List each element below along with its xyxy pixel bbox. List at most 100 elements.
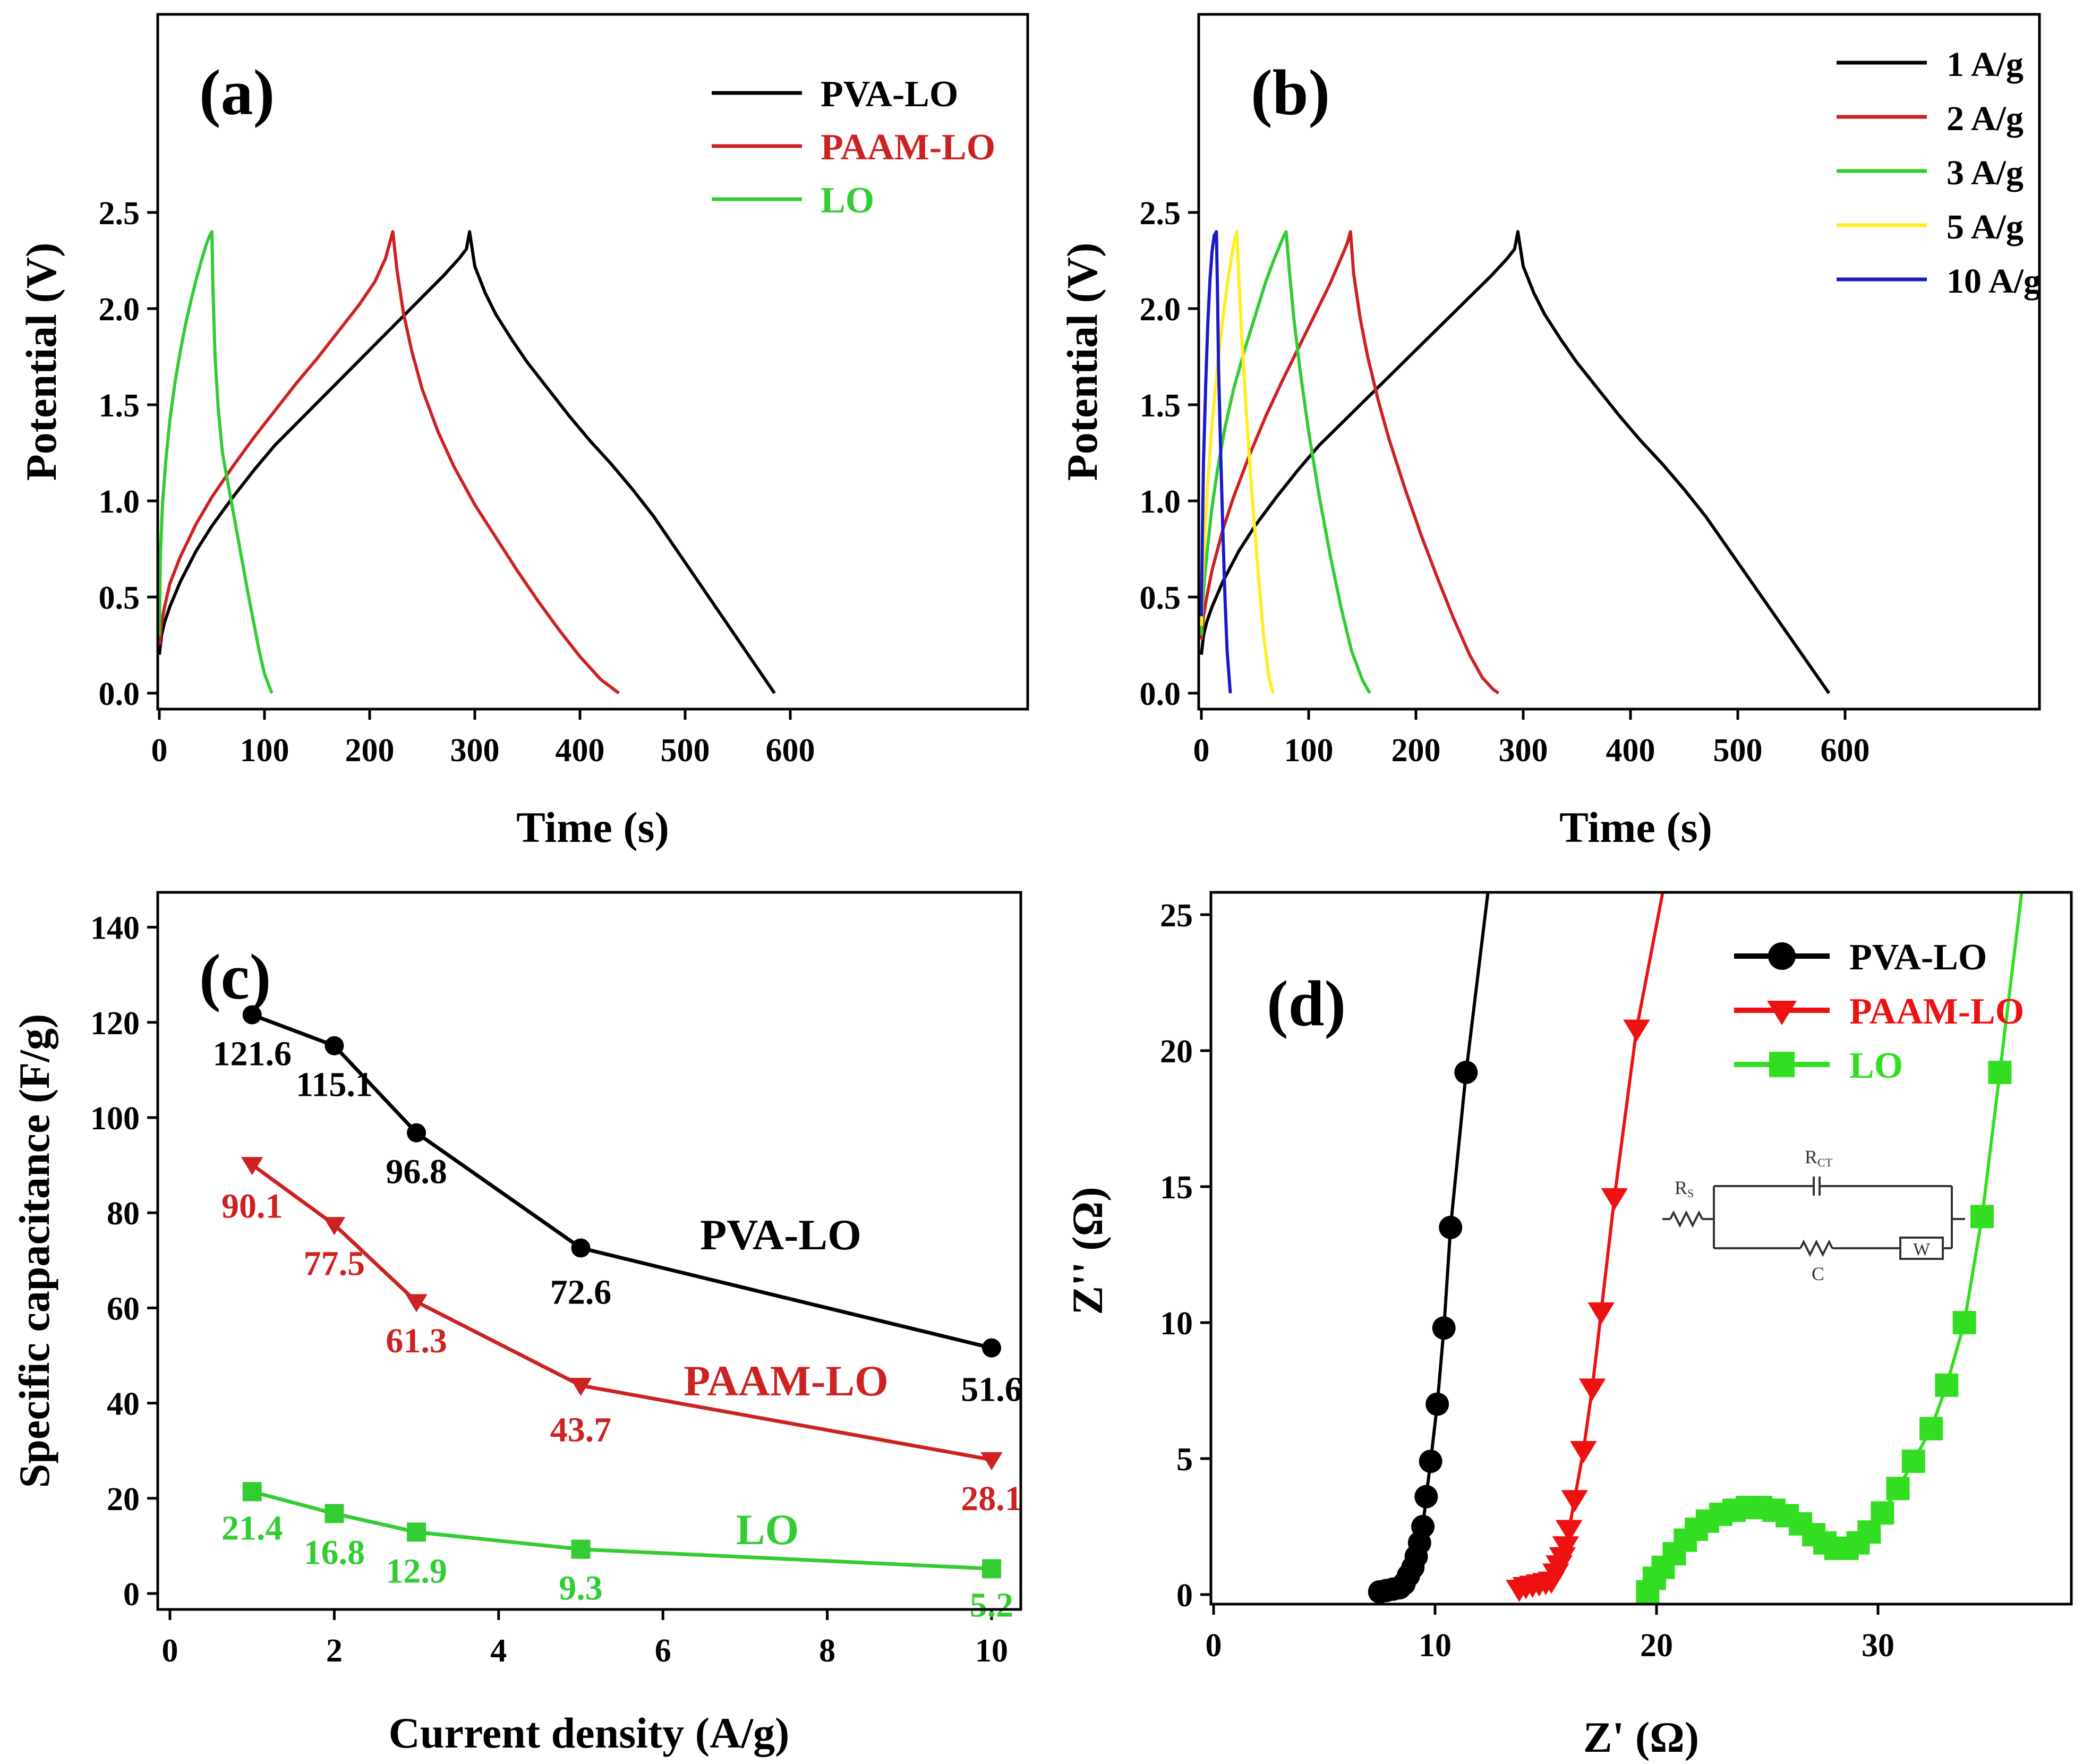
y-tick-label: 10 [1160,1306,1193,1342]
x-tick-label: 100 [1284,732,1334,769]
data-point-lo [1901,1450,1925,1473]
y-tick-label: 0.5 [1140,580,1181,616]
data-point-lo [1952,1311,1976,1334]
series-line-paam-lo [158,230,620,695]
panel-d-frame [1209,891,2073,1606]
data-point-lo [325,1504,344,1523]
y-tick-label: 15 [1160,1170,1193,1206]
data-point-lo [407,1522,426,1542]
data-point-paam-lo [1587,1302,1615,1325]
y-tick-label: 2.5 [99,195,140,232]
data-point-paam-lo [1578,1378,1606,1401]
y-tick-label: 20 [107,1481,140,1518]
series-line-1-a-g [1200,230,1831,694]
equivalent-circuit-inset [1662,1177,1965,1260]
x-tick-label: 20 [1640,1627,1673,1664]
panel-a-plot-area: 0 100 200 300 400 500 600 0.0 0.5 1.0 1.5 2.0 2.5 [99,195,815,769]
data-point-pva-lo [325,1036,344,1055]
data-label-lo: 16.8 [304,1533,365,1572]
x-tick-label: 4 [490,1633,507,1669]
y-tick-label: 20 [1160,1034,1193,1070]
data-point-pva-lo [1432,1316,1456,1340]
data-point-pva-lo [1411,1515,1435,1538]
data-point-pva-lo [407,1123,426,1143]
data-point-pva-lo [1419,1450,1442,1473]
legend-label-1-a-g: 1 A/g [1947,45,2024,84]
data-point-pva-lo [982,1338,1001,1358]
data-point-lo [1988,1060,2012,1084]
legend-label-pva-lo: PVA-LO [821,74,958,115]
y-tick-label: 0 [123,1576,140,1613]
panel-c-y-axis-label: Specific capacitance (F/g) [10,1014,58,1488]
panel-b-y-axis-label: Potential (V) [1058,243,1106,481]
data-point-paam-lo [1561,1490,1589,1512]
data-point-pva-lo [242,1005,262,1025]
panel-c: 0 2 4 6 8 10020406080100120140121.6115.196.87… [10,891,1022,1757]
panel-d-plot-area: 0 10 20 30 0 5 10 15 20 25 [1160,892,2024,1664]
data-label-lo: 5.2 [970,1586,1014,1624]
circuit-label-rct: RCT [1805,1146,1833,1169]
data-label-lo: 12.9 [386,1552,447,1590]
panel-a-legend: PVA-LO PAAM-LO LO [712,74,995,221]
data-label-pva-lo: 115.1 [296,1066,373,1104]
panel-d-tag: (d) [1267,968,1346,1039]
legend-label-2-a-g: 2 A/g [1947,99,2024,138]
legend-label-pva-lo-d: PVA-LO [1849,937,1987,978]
panel-a-frame [156,13,1029,711]
panel-a-tag: (a) [199,57,275,129]
y-tick-label: 100 [90,1101,140,1137]
legend-label-10-a-g: 10 A/g [1947,262,2041,301]
series-line-5-a-g [1200,230,1275,694]
circuit-resistor-c [1799,1239,1833,1257]
y-tick-label: 2.0 [99,292,140,328]
data-point-pva-lo [1439,1215,1463,1239]
x-tick-label: 100 [240,732,289,769]
data-point-paam-lo [1552,1536,1580,1559]
panel-plot-clipped [241,1005,1003,1579]
x-tick-label: 0 [1193,732,1210,769]
x-tick-label: 400 [1606,732,1655,769]
panel-c-tag: (c) [199,941,271,1013]
panel-c-plot-area: 0 2 4 6 8 10020406080100120140121.6115.196.87… [90,910,1022,1669]
y-tick-label: 120 [90,1005,140,1042]
data-point-paam-lo [323,1217,346,1235]
panel-b-frame [1197,13,2041,711]
series-line-pva-lo [158,230,776,694]
data-label-pva-lo: 51.6 [961,1370,1022,1409]
panel-a-y-axis-label: Potential (V) [17,243,65,481]
data-point-paam-lo [1601,1188,1628,1211]
x-tick-label: 200 [345,732,395,769]
data-label-lo: 9.3 [559,1569,603,1608]
panel-plot-clipped [158,230,776,695]
x-tick-label: 0 [162,1633,178,1669]
legend-label-lo: LO [821,180,874,221]
x-tick-label: 200 [1392,732,1441,769]
data-point-lo [1886,1477,1910,1501]
legend-label-5-a-g: 5 A/g [1947,208,2024,246]
legend-marker-paam-lo-d [1767,1001,1797,1025]
legend-label-lo-d: LO [1849,1045,1903,1086]
legend-marker-lo-d [1769,1052,1795,1077]
data-label-paam-lo: 43.7 [550,1410,612,1449]
series-line-2-a-g [1200,230,1500,695]
y-tick-label: 5 [1176,1442,1193,1478]
x-tick-label: 2 [326,1633,343,1669]
y-tick-label: 1.5 [99,388,140,424]
x-tick-label: 0 [1206,1627,1222,1664]
panel-a: 0 100 200 300 400 500 600 0.0 0.5 1.0 1.5 2.0 2.5 (a… [17,13,1029,851]
legend-label-paam-lo-d: PAAM-LO [1849,991,2024,1032]
panel-c-frame [156,891,1022,1611]
y-tick-label: 2.0 [1140,292,1181,328]
data-point-lo [1871,1501,1894,1525]
x-tick-label: 600 [1821,732,1870,769]
x-tick-label: 300 [1499,732,1548,769]
x-tick-label: 10 [1419,1627,1452,1664]
data-point-lo [1919,1417,1943,1441]
data-label-paam-lo: 28.1 [961,1479,1022,1518]
data-point-paam-lo [405,1294,428,1313]
y-tick-label: 1.0 [1140,484,1181,520]
series-label-lo: LO [736,1505,799,1554]
circuit-label-rs: RS [1675,1177,1694,1200]
panel-b-tag: (b) [1251,57,1330,129]
